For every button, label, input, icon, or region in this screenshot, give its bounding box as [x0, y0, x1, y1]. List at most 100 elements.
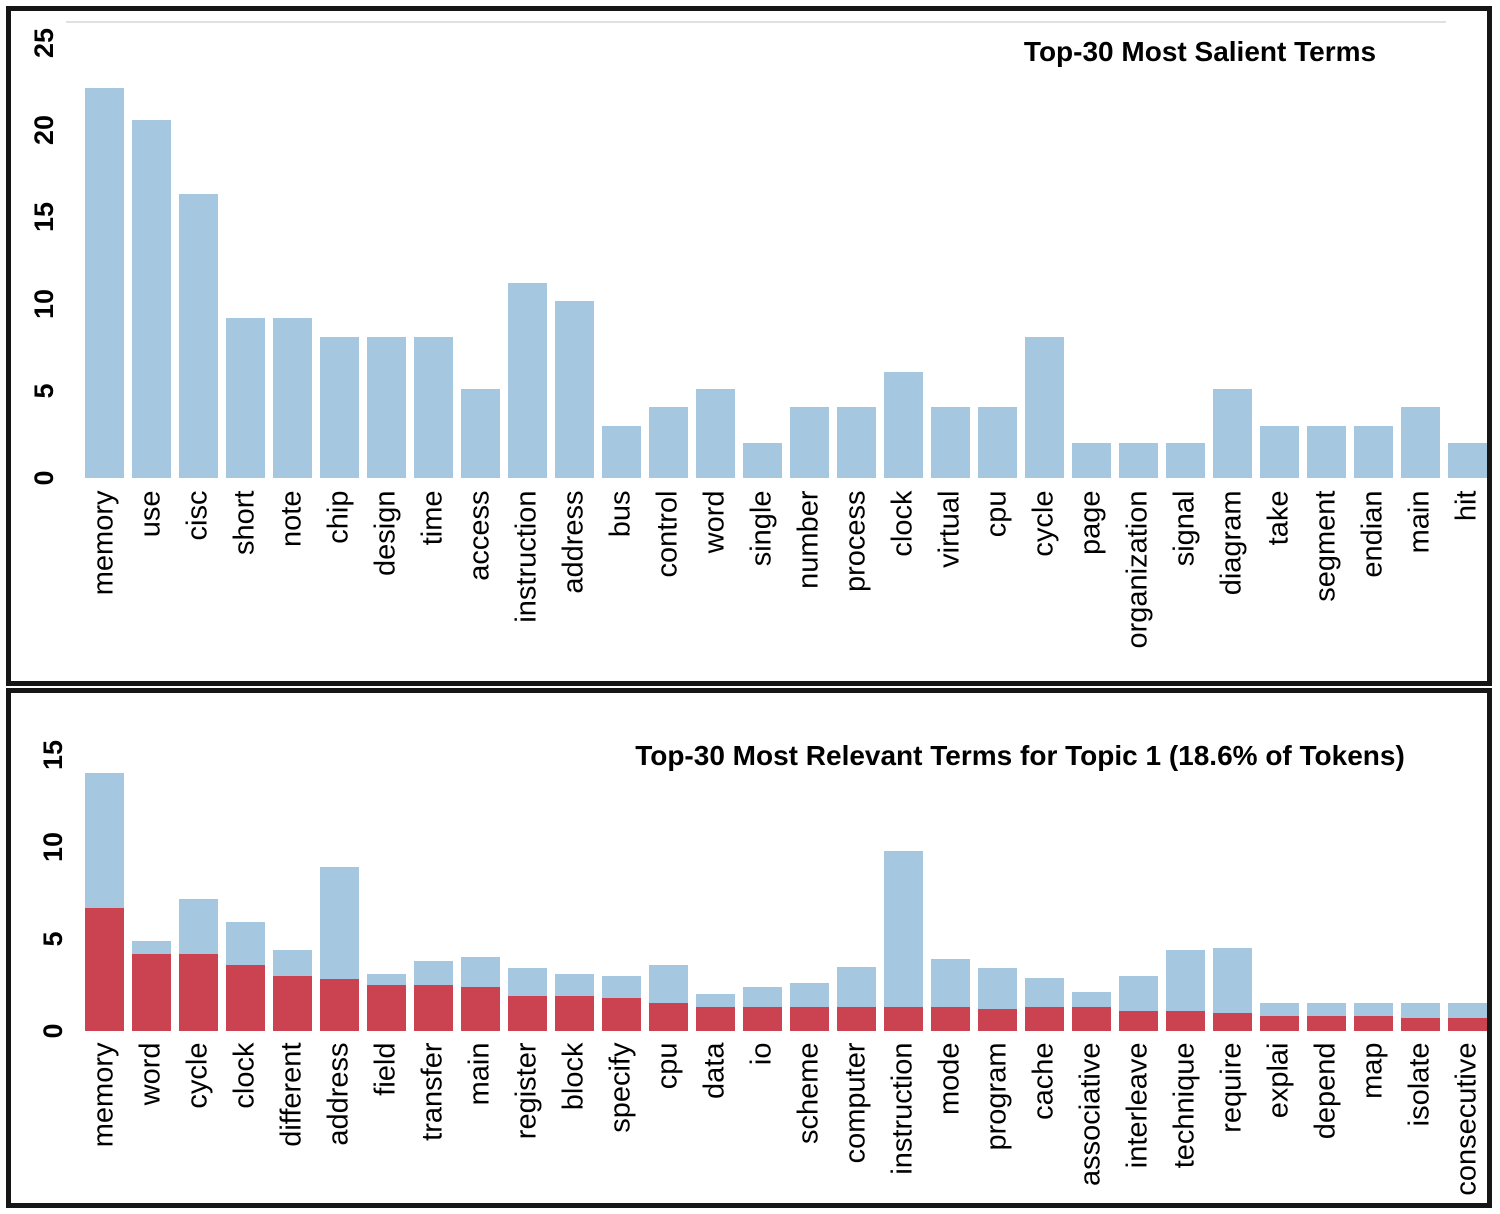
term-label-note: note: [275, 490, 308, 547]
term-label-explai: explai: [1262, 1042, 1295, 1118]
term-label-scheme: scheme: [792, 1042, 825, 1144]
bar-topic-instruction: [883, 1007, 923, 1031]
bar-topic-mode: [930, 1007, 970, 1031]
bar-note: [272, 318, 312, 478]
bar-topic-field: [366, 985, 406, 1031]
bar-virtual: [930, 407, 970, 478]
bar-short: [225, 318, 265, 478]
bar-word: [695, 389, 735, 478]
bar-cycle: [1024, 337, 1064, 478]
ytick-label-15: 15: [37, 739, 68, 771]
term-label-technique: technique: [1168, 1042, 1201, 1168]
bar-topic-consecutive: [1447, 1018, 1487, 1031]
bar-topic-different: [272, 976, 312, 1031]
bar-topic-cycle: [178, 954, 218, 1031]
term-label-word: word: [698, 490, 731, 553]
bar-topic-word: [131, 954, 171, 1031]
term-label-computer: computer: [839, 1042, 872, 1163]
term-label-different: different: [275, 1042, 308, 1147]
term-label-cycle: cycle: [181, 1042, 214, 1109]
term-label-clock: clock: [228, 1042, 261, 1109]
bar-endian: [1353, 426, 1393, 478]
bar-clock: [883, 372, 923, 478]
term-label-organization: organization: [1121, 490, 1154, 648]
term-label-main: main: [1403, 490, 1436, 553]
bar-memory: [84, 88, 124, 478]
bar-single: [742, 443, 782, 478]
bar-organization: [1118, 443, 1158, 478]
bar-page: [1071, 443, 1111, 478]
term-label-interleave: interleave: [1121, 1042, 1154, 1168]
term-label-depend: depend: [1309, 1042, 1342, 1139]
ytick-label-25: 25: [28, 27, 59, 59]
term-label-consecutive: consecutive: [1450, 1042, 1483, 1196]
term-label-use: use: [134, 490, 167, 537]
bar-main: [1400, 407, 1440, 478]
term-label-clock: clock: [886, 490, 919, 557]
term-label-cycle: cycle: [1027, 490, 1060, 557]
term-label-isolate: isolate: [1403, 1042, 1436, 1126]
term-label-address: address: [557, 490, 590, 594]
bar-topic-explai: [1259, 1016, 1299, 1031]
bar-topic-depend: [1306, 1016, 1346, 1031]
bar-segment: [1306, 426, 1346, 478]
bar-topic-interleave: [1118, 1011, 1158, 1031]
bar-topic-register: [507, 996, 547, 1031]
term-label-memory: memory: [87, 1042, 120, 1147]
term-label-access: access: [463, 490, 496, 581]
term-label-hit: hit: [1450, 490, 1483, 521]
bar-topic-specify: [601, 998, 641, 1031]
term-label-transfer: transfer: [416, 1042, 449, 1141]
term-label-instruction: instruction: [510, 490, 543, 623]
term-label-memory: memory: [87, 490, 120, 595]
bar-number: [789, 407, 829, 478]
term-label-page: page: [1074, 490, 1107, 555]
term-label-virtual: virtual: [933, 490, 966, 568]
term-label-associative: associative: [1074, 1042, 1107, 1186]
salient-terms-title: Top-30 Most Salient Terms: [1023, 36, 1377, 67]
bar-topic-block: [554, 996, 594, 1031]
term-label-cpu: cpu: [980, 490, 1013, 537]
bar-cpu: [977, 407, 1017, 478]
bar-address: [554, 301, 594, 478]
term-label-require: require: [1215, 1042, 1248, 1133]
topic1-relevant-terms-title: Top-30 Most Relevant Terms for Topic 1 (…: [635, 740, 1405, 771]
term-label-take: take: [1262, 490, 1295, 545]
bar-topic-technique: [1165, 1011, 1205, 1031]
bar-topic-program: [977, 1009, 1017, 1031]
term-label-endian: endian: [1356, 490, 1389, 578]
bar-topic-io: [742, 1007, 782, 1031]
bar-topic-main: [460, 987, 500, 1031]
term-label-single: single: [745, 490, 778, 566]
term-label-bus: bus: [604, 490, 637, 537]
bar-topic-computer: [836, 1007, 876, 1031]
bar-topic-map: [1353, 1016, 1393, 1031]
term-label-control: control: [651, 490, 684, 578]
term-label-word: word: [134, 1042, 167, 1105]
term-label-time: time: [416, 490, 449, 545]
bar-take: [1259, 426, 1299, 478]
bar-total-instruction: [883, 851, 923, 1031]
term-label-specify: specify: [604, 1042, 637, 1133]
bar-chip: [319, 337, 359, 478]
bar-process: [836, 407, 876, 478]
term-label-signal: signal: [1168, 490, 1201, 566]
bar-topic-clock: [225, 965, 265, 1031]
bar-signal: [1165, 443, 1205, 478]
term-label-program: program: [980, 1042, 1013, 1150]
term-label-field: field: [369, 1042, 402, 1096]
bar-control: [648, 407, 688, 478]
bar-time: [413, 337, 453, 478]
bar-cisc: [178, 194, 218, 478]
term-label-process: process: [839, 490, 872, 592]
bar-topic-data: [695, 1007, 735, 1031]
term-label-chip: chip: [322, 490, 355, 544]
term-label-number: number: [792, 490, 825, 589]
bar-hit: [1447, 443, 1487, 478]
term-label-mode: mode: [933, 1042, 966, 1115]
term-label-instruction: instruction: [886, 1042, 919, 1175]
bar-topic-cache: [1024, 1007, 1064, 1031]
bar-diagram: [1212, 389, 1252, 478]
term-label-address: address: [322, 1042, 355, 1146]
